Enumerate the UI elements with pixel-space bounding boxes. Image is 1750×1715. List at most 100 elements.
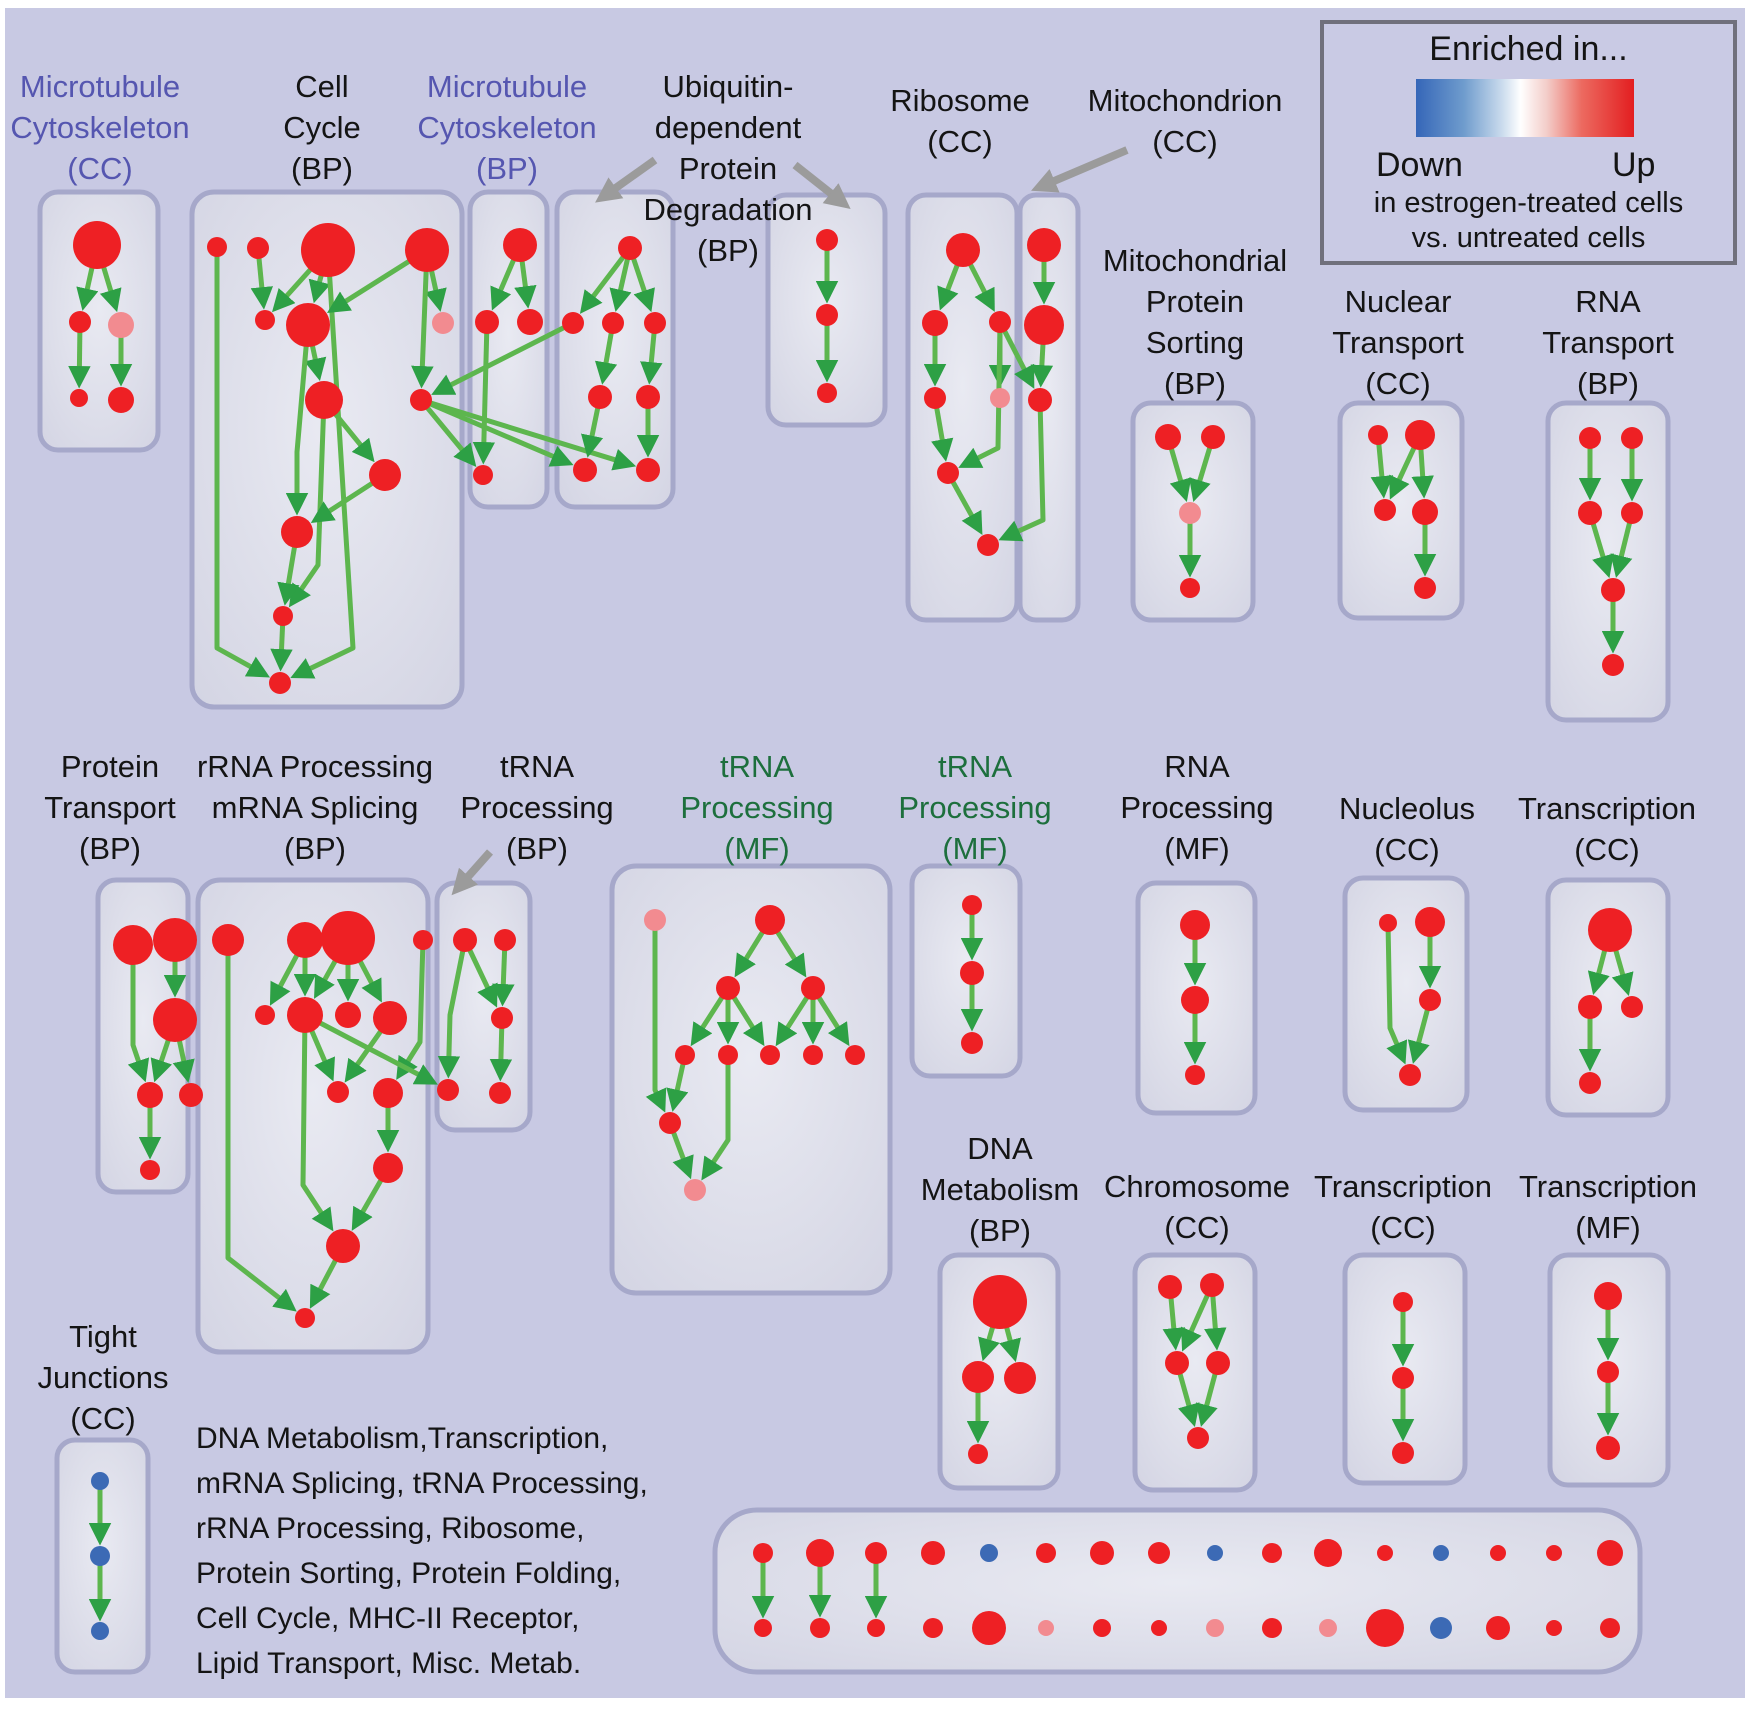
summary-node bbox=[1490, 1545, 1506, 1561]
node-sort2 bbox=[1201, 425, 1225, 449]
summary-node bbox=[1377, 1545, 1393, 1561]
node-rnat5 bbox=[1601, 578, 1625, 602]
annotation-line: rRNA Processing, Ribosome, bbox=[196, 1512, 585, 1545]
legend-gradient-bar bbox=[1416, 79, 1634, 137]
node-tmf4 bbox=[801, 976, 825, 1000]
node-mtcc2 bbox=[69, 311, 91, 333]
node-ubr1 bbox=[816, 229, 838, 251]
edge-arrow bbox=[419, 398, 477, 467]
node-tc2b bbox=[1578, 995, 1602, 1019]
node-ub2 bbox=[562, 312, 584, 334]
node-ub4 bbox=[644, 312, 666, 334]
node-rr10 bbox=[373, 1078, 403, 1108]
node-rib3 bbox=[989, 311, 1011, 333]
summary-node bbox=[972, 1611, 1006, 1645]
node-tmf6 bbox=[718, 1045, 738, 1065]
node-ch2 bbox=[1200, 1273, 1224, 1297]
legend-up-label: Up bbox=[1612, 146, 1656, 184]
edge-arrow bbox=[701, 1055, 731, 1181]
node-rp3 bbox=[1185, 1065, 1205, 1085]
color-legend: Enriched in... Down Up in estrogen-treat… bbox=[1320, 20, 1737, 265]
node-cc8 bbox=[305, 381, 343, 419]
node-mito2 bbox=[1024, 305, 1064, 345]
node-nuc2 bbox=[1405, 420, 1435, 450]
summary-node bbox=[753, 1543, 773, 1563]
node-tj1 bbox=[91, 1472, 109, 1490]
node-ub6 bbox=[636, 385, 660, 409]
node-nl1 bbox=[1379, 914, 1397, 932]
label-pointer-arrow bbox=[595, 156, 658, 203]
node-tm3a bbox=[1594, 1282, 1622, 1310]
node-rib7 bbox=[977, 534, 999, 556]
edge-arrow bbox=[396, 939, 426, 1080]
edge-arrow bbox=[300, 1014, 334, 1232]
node-tbp1 bbox=[453, 928, 477, 952]
node-tc3b bbox=[1392, 1367, 1414, 1389]
node-sort1 bbox=[1155, 424, 1181, 450]
node-dm3 bbox=[1004, 1362, 1036, 1394]
node-rr2 bbox=[287, 922, 323, 958]
node-ubr3 bbox=[817, 383, 837, 403]
node-rr9 bbox=[327, 1081, 349, 1103]
node-rnat3 bbox=[1578, 501, 1602, 525]
node-mtcc4 bbox=[70, 389, 88, 407]
node-rr6 bbox=[287, 997, 323, 1033]
node-ub1 bbox=[618, 236, 642, 260]
node-rp2 bbox=[1181, 986, 1209, 1014]
node-dm1 bbox=[973, 1275, 1027, 1329]
node-rr8 bbox=[373, 1001, 407, 1035]
node-rnat2 bbox=[1621, 427, 1643, 449]
node-rp1 bbox=[1180, 910, 1210, 940]
node-cc13 bbox=[269, 672, 291, 694]
annotation-line: mRNA Splicing, tRNA Processing, bbox=[196, 1467, 648, 1500]
node-ch5 bbox=[1187, 1427, 1209, 1449]
annotation-line: DNA Metabolism,Transcription, bbox=[196, 1422, 609, 1455]
summary-node bbox=[1262, 1618, 1282, 1638]
node-cc1 bbox=[207, 237, 227, 257]
summary-node bbox=[810, 1618, 830, 1638]
node-mtbp4 bbox=[473, 465, 493, 485]
node-dm2 bbox=[962, 1361, 994, 1393]
node-tmf5 bbox=[675, 1045, 695, 1065]
node-tm3b bbox=[1597, 1361, 1619, 1383]
node-mtcc1 bbox=[73, 221, 121, 269]
summary-node bbox=[921, 1541, 945, 1565]
edge-arrow bbox=[997, 320, 1035, 389]
node-tmf11 bbox=[684, 1179, 706, 1201]
summary-node bbox=[1546, 1620, 1562, 1636]
summary-node bbox=[1366, 1609, 1404, 1647]
summary-node bbox=[1314, 1539, 1342, 1567]
label-pointer-arrow bbox=[792, 161, 851, 210]
cluster-box-nucleolus bbox=[1342, 875, 1470, 1113]
node-rr12 bbox=[326, 1229, 360, 1263]
node-rr4 bbox=[413, 930, 433, 950]
annotation-line: Cell Cycle, MHC-II Receptor, bbox=[196, 1602, 580, 1635]
summary-node bbox=[1262, 1543, 1282, 1563]
edge-arrow bbox=[285, 324, 311, 516]
node-ub3 bbox=[602, 312, 624, 334]
node-tc2c bbox=[1621, 996, 1643, 1018]
node-tbp5 bbox=[489, 1082, 511, 1104]
node-pt2 bbox=[153, 918, 197, 962]
edge-arrow bbox=[420, 397, 574, 467]
summary-node bbox=[1148, 1542, 1170, 1564]
node-pt4 bbox=[137, 1082, 163, 1108]
summary-node bbox=[1597, 1540, 1623, 1566]
summary-node bbox=[1151, 1620, 1167, 1636]
edge-arrow bbox=[998, 399, 1046, 542]
node-rnat6 bbox=[1602, 654, 1624, 676]
node-mtcc3 bbox=[108, 312, 134, 338]
node-cc2 bbox=[247, 237, 269, 259]
edge-arrow bbox=[290, 249, 356, 679]
node-ch3 bbox=[1165, 1351, 1189, 1375]
node-mito3 bbox=[1028, 388, 1052, 412]
cluster-box-transcription-cc-row2 bbox=[1545, 877, 1671, 1118]
node-tms1 bbox=[962, 895, 982, 915]
node-tc3a bbox=[1393, 1292, 1413, 1312]
node-pt6 bbox=[140, 1160, 160, 1180]
node-tj3 bbox=[91, 1622, 109, 1640]
legend-title: Enriched in... bbox=[1429, 30, 1628, 68]
node-tms3 bbox=[961, 1032, 983, 1054]
node-tmf7 bbox=[760, 1045, 780, 1065]
